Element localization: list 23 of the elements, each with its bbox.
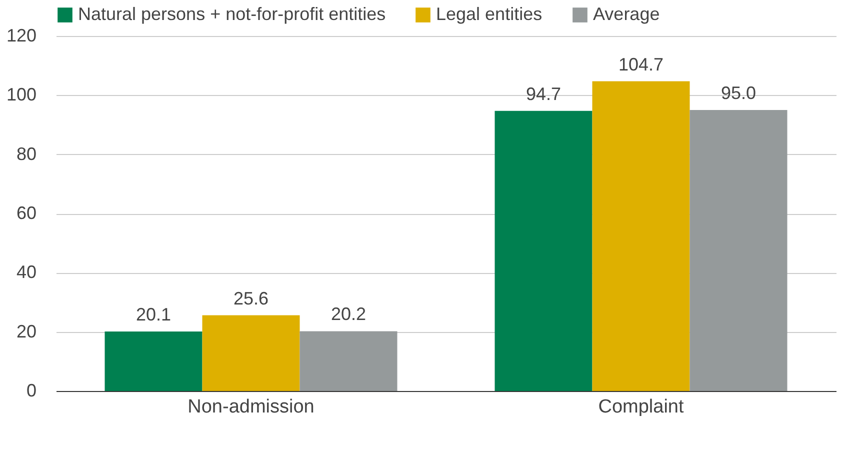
y-tick-label: 100 [6,84,36,105]
y-tick-label: 20 [16,321,36,342]
y-tick-label: 80 [16,144,36,164]
y-tick-label: 60 [16,203,36,223]
y-tick-label: 120 [6,26,36,46]
bar [592,81,690,391]
bar [202,315,300,391]
x-tick-label: Non-admission [188,396,314,418]
legend-label: Average [593,4,660,24]
bar [300,331,398,391]
data-label: 25.6 [233,288,269,308]
bar [494,110,592,391]
data-label: 94.7 [526,84,562,104]
y-tick-label: 40 [16,262,36,282]
data-label: 20.1 [136,304,172,325]
legend-label: Legal entities [436,4,542,24]
bar [104,332,202,391]
y-tick-label: 0 [26,380,36,400]
data-label: 104.7 [618,54,664,74]
legend-label: Natural persons + not-for-profit entities [78,4,386,24]
bar [690,110,788,391]
data-label: 20.2 [330,304,366,324]
data-label: 95.0 [720,82,756,103]
